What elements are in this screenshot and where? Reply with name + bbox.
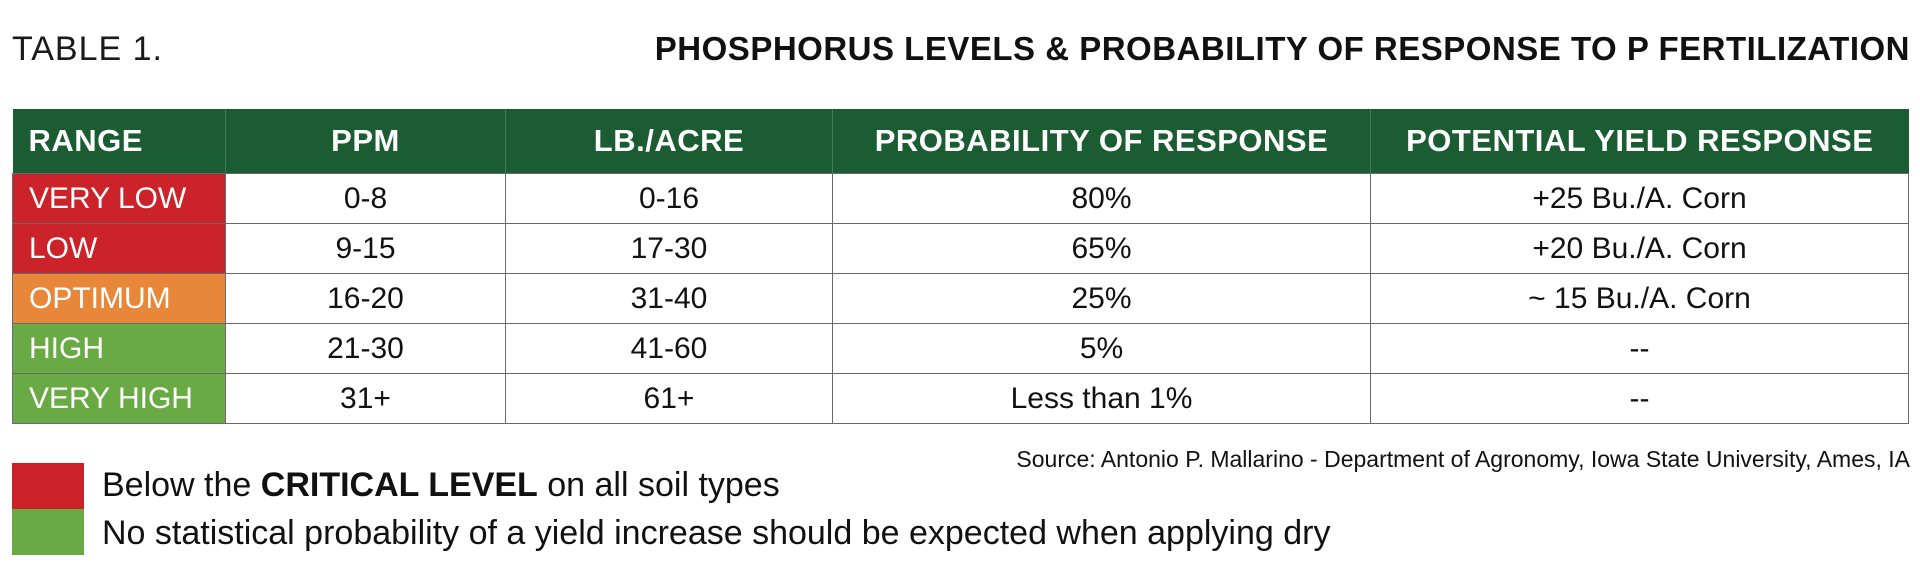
- probability-cell: 25%: [832, 273, 1371, 324]
- source-citation: Source: Antonio P. Mallarino - Departmen…: [1016, 446, 1910, 472]
- yield-cell: +20 Bu./A. Corn: [1370, 223, 1909, 274]
- legend-prefix: No statistical probability of a yield in…: [102, 514, 1331, 552]
- ppm-cell: 9-15: [225, 223, 506, 274]
- table-row: OPTIMUM 16-20 31-40 25% ~ 15 Bu./A. Corn: [12, 273, 1909, 324]
- ppm-cell: 16-20: [225, 273, 506, 324]
- table-row: LOW 9-15 17-30 65% +20 Bu./A. Corn: [12, 223, 1909, 274]
- yield-cell: --: [1370, 323, 1909, 374]
- column-header-yield: POTENTIAL YIELD RESPONSE: [1370, 109, 1909, 174]
- yield-cell: --: [1370, 373, 1909, 424]
- lb-acre-cell: 17-30: [505, 223, 833, 274]
- table-row: HIGH 21-30 41-60 5% --: [12, 323, 1909, 374]
- legend-text-no-response: No statistical probability of a yield in…: [102, 514, 1330, 553]
- range-cell: LOW: [12, 223, 226, 274]
- range-cell: VERY LOW: [12, 173, 226, 224]
- ppm-cell: 0-8: [225, 173, 506, 224]
- range-cell: VERY HIGH: [12, 373, 226, 424]
- lb-acre-cell: 31-40: [505, 273, 833, 324]
- column-header-ppm: PPM: [225, 109, 506, 174]
- legend-text-critical: Below the CRITICAL LEVEL on all soil typ…: [102, 466, 780, 505]
- legend-swatch-no-response: [12, 509, 84, 555]
- probability-cell: Less than 1%: [832, 373, 1371, 424]
- yield-cell: ~ 15 Bu./A. Corn: [1370, 273, 1909, 324]
- table-row: VERY LOW 0-8 0-16 80% +25 Bu./A. Corn: [12, 173, 1909, 224]
- table-row: VERY HIGH 31+ 61+ Less than 1% --: [12, 373, 1909, 424]
- probability-cell: 80%: [832, 173, 1371, 224]
- table-label: TABLE 1.: [12, 30, 163, 68]
- ppm-cell: 21-30: [225, 323, 506, 374]
- probability-cell: 65%: [832, 223, 1371, 274]
- legend-prefix: Below the: [102, 466, 261, 504]
- ppm-cell: 31+: [225, 373, 506, 424]
- lb-acre-cell: 0-16: [505, 173, 833, 224]
- lb-acre-cell: 61+: [505, 373, 833, 424]
- column-header-lb-acre: LB./ACRE: [505, 109, 833, 174]
- range-cell: HIGH: [12, 323, 226, 374]
- range-cell: OPTIMUM: [12, 273, 226, 324]
- phosphorus-table: RANGE PPM LB./ACRE PROBABILITY OF RESPON…: [12, 109, 1909, 424]
- legend-swatch-critical: [12, 463, 84, 509]
- column-header-probability: PROBABILITY OF RESPONSE: [832, 109, 1371, 174]
- table-header-row: RANGE PPM LB./ACRE PROBABILITY OF RESPON…: [12, 109, 1909, 174]
- legend-suffix: on all soil types: [537, 466, 780, 504]
- legend-bold: CRITICAL LEVEL: [260, 466, 538, 504]
- column-header-range: RANGE: [12, 109, 226, 174]
- table-title: PHOSPHORUS LEVELS & PROBABILITY OF RESPO…: [654, 30, 1910, 67]
- yield-cell: +25 Bu./A. Corn: [1370, 173, 1909, 224]
- probability-cell: 5%: [832, 323, 1371, 374]
- lb-acre-cell: 41-60: [505, 323, 833, 374]
